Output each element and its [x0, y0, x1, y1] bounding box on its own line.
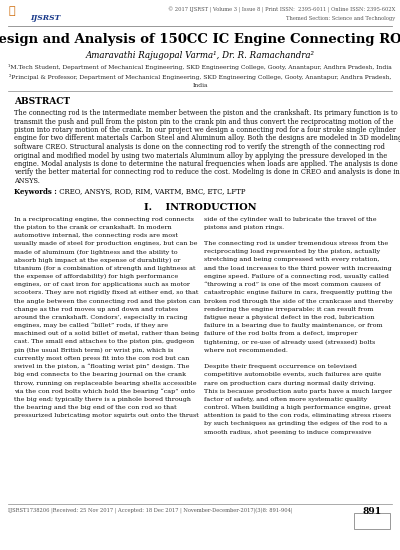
Text: by such techniques as grinding the edges of the rod to a: by such techniques as grinding the edges…: [204, 421, 387, 426]
Text: verify the better material for connecting rod to reduce the cost. Modeling is do: verify the better material for connectin…: [14, 168, 400, 177]
Text: The connecting rod is the intermediate member between the piston and the cranksh: The connecting rod is the intermediate m…: [14, 109, 398, 117]
Text: scooters. They are not rigidly fixed at either end, so that: scooters. They are not rigidly fixed at …: [14, 290, 198, 295]
Text: Themed Section: Science and Technology: Themed Section: Science and Technology: [286, 16, 395, 21]
Text: broken rod through the side of the crankcase and thereby: broken rod through the side of the crank…: [204, 299, 393, 304]
Text: factor of safety, and often more systematic quality: factor of safety, and often more systema…: [204, 397, 367, 402]
Text: 891: 891: [362, 507, 382, 516]
Text: swivel in the piston, a “floating wrist pin” design. The: swivel in the piston, a “floating wrist …: [14, 364, 190, 370]
Text: cast. The small end attaches to the piston pin, gudgeon: cast. The small end attaches to the pist…: [14, 339, 194, 344]
Text: and the load increases to the third power with increasing: and the load increases to the third powe…: [204, 266, 392, 271]
Text: In a reciprocating engine, the connecting rod connects: In a reciprocating engine, the connectin…: [14, 217, 194, 222]
Text: original and modified model by using two materials Aluminum alloy by applying th: original and modified model by using two…: [14, 151, 387, 159]
Text: attention is paid to the con rods, eliminating stress risers: attention is paid to the con rods, elimi…: [204, 413, 391, 419]
Text: ²Principal & Professor, Department of Mechanical Engineering, SKD Engineering Co: ²Principal & Professor, Department of Me…: [9, 74, 391, 80]
Text: the angle between the connecting rod and the piston can: the angle between the connecting rod and…: [14, 299, 200, 304]
Text: ANSYS.: ANSYS.: [14, 177, 40, 185]
Text: Keywords :: Keywords :: [14, 188, 57, 195]
Text: throw, running on replaceable bearing shells accessible: throw, running on replaceable bearing sh…: [14, 381, 197, 386]
Text: © 2017 IJSRST | Volume 3 | Issue 8 | Print ISSN:  2395-6011 | Online ISSN: 2395-: © 2017 IJSRST | Volume 3 | Issue 8 | Pri…: [168, 7, 395, 13]
Text: via the con rod bolts which hold the bearing “cap” onto: via the con rod bolts which hold the bea…: [14, 389, 195, 394]
Text: titanium (for a combination of strength and lightness at: titanium (for a combination of strength …: [14, 266, 196, 271]
Text: This is because production auto parts have a much larger: This is because production auto parts ha…: [204, 389, 392, 394]
Text: piston into rotary motion of the crank. In our project we design a connecting ro: piston into rotary motion of the crank. …: [14, 126, 396, 134]
Text: currently most often press fit into the con rod but can: currently most often press fit into the …: [14, 356, 189, 361]
Text: absorb high impact at the expense of durability) or: absorb high impact at the expense of dur…: [14, 257, 180, 263]
Text: side of the cylinder wall to lubricate the travel of the: side of the cylinder wall to lubricate t…: [204, 217, 377, 222]
Text: tightening, or re-use of already used (stressed) bolts: tightening, or re-use of already used (s…: [204, 339, 375, 345]
Text: the piston to the crank or crankshaft. In modern: the piston to the crank or crankshaft. I…: [14, 225, 172, 230]
Text: change as the rod moves up and down and rotates: change as the rod moves up and down and …: [14, 307, 178, 312]
Text: automotive internal, the connecting rods are most: automotive internal, the connecting rods…: [14, 233, 178, 238]
Text: ABSTRACT: ABSTRACT: [14, 97, 70, 106]
Text: the expense of affordability) for high performance: the expense of affordability) for high p…: [14, 274, 178, 279]
Text: reciprocating load represented by the piston, actually: reciprocating load represented by the pi…: [204, 249, 380, 254]
Text: transmit the push and pull from the piston pin to the crank pin and thus convert: transmit the push and pull from the pist…: [14, 118, 394, 125]
Text: Despite their frequent occurrence on televised: Despite their frequent occurrence on tel…: [204, 364, 357, 369]
Text: around the crankshaft. Condors’, especially in racing: around the crankshaft. Condors’, especia…: [14, 315, 188, 320]
Text: big end connects to the bearing journal on the crank: big end connects to the bearing journal …: [14, 372, 186, 377]
Text: engine for two different materials Carbon Steel and Aluminum alloy. Both the des: engine for two different materials Carbo…: [14, 135, 400, 142]
Text: 🔥: 🔥: [9, 6, 16, 16]
Text: Design and Analysis of 150CC IC Engine Connecting ROD: Design and Analysis of 150CC IC Engine C…: [0, 33, 400, 46]
Text: fatigue near a physical defect in the rod, lubrication: fatigue near a physical defect in the ro…: [204, 315, 374, 320]
Text: Amaravathi Rajugopal Varma¹, Dr. R. Ramachandra²: Amaravathi Rajugopal Varma¹, Dr. R. Rama…: [86, 51, 314, 60]
Text: made of aluminum (for lightness and the ability to: made of aluminum (for lightness and the …: [14, 249, 178, 255]
Text: The connecting rod is under tremendous stress from the: The connecting rod is under tremendous s…: [204, 241, 388, 246]
Text: software CREO. Structural analysis is done on the connecting rod to verify the s: software CREO. Structural analysis is do…: [14, 143, 385, 151]
Text: smooth radius, shot peening to induce compressive: smooth radius, shot peening to induce co…: [204, 430, 372, 434]
Text: pistons and piston rings.: pistons and piston rings.: [204, 225, 284, 230]
Text: rendering the engine irreparable; it can result from: rendering the engine irreparable; it can…: [204, 307, 374, 312]
Text: rare on production cars during normal daily driving.: rare on production cars during normal da…: [204, 381, 376, 386]
Text: the bearing and the big end of the con rod so that: the bearing and the big end of the con r…: [14, 405, 177, 410]
Text: engines, may be called “billet” rods, if they are: engines, may be called “billet” rods, if…: [14, 323, 168, 328]
Text: “throwing a rod” is one of the most common causes of: “throwing a rod” is one of the most comm…: [204, 282, 381, 288]
Text: catastrophic engine failure in cars, frequently putting the: catastrophic engine failure in cars, fre…: [204, 290, 392, 295]
Text: machined out of a solid billet of metal, rather than being: machined out of a solid billet of metal,…: [14, 331, 199, 336]
Text: engines, or of cast iron for applications such as motor: engines, or of cast iron for application…: [14, 282, 190, 287]
Text: India: India: [192, 83, 208, 88]
Text: pin (the usual British term) or wrist pin, which is: pin (the usual British term) or wrist pi…: [14, 348, 173, 353]
Text: where not recommended.: where not recommended.: [204, 348, 288, 353]
Text: failure in a bearing due to faulty maintenance, or from: failure in a bearing due to faulty maint…: [204, 323, 383, 328]
Text: stretching and being compressed with every rotation,: stretching and being compressed with eve…: [204, 257, 380, 262]
Text: IJSRST: IJSRST: [30, 14, 60, 22]
Text: usually made of steel for production engines, but can be: usually made of steel for production eng…: [14, 241, 198, 246]
Text: the big end; typically there is a pinhole bored through: the big end; typically there is a pinhol…: [14, 397, 191, 402]
Text: competitive automobile events, such failures are quite: competitive automobile events, such fail…: [204, 372, 381, 377]
Text: I.    INTRODUCTION: I. INTRODUCTION: [144, 204, 256, 212]
Text: CREO, ANSYS, ROD, RIM, VARTM, BMC, ETC, LFTP: CREO, ANSYS, ROD, RIM, VARTM, BMC, ETC, …: [57, 188, 246, 195]
Text: ¹M.Tech Student, Department of Mechanical Engineering, SKD Engineering College, : ¹M.Tech Student, Department of Mechanica…: [8, 64, 392, 70]
Text: engine. Modal analysis is done to determine the natural frequencies when loads a: engine. Modal analysis is done to determ…: [14, 160, 400, 168]
FancyBboxPatch shape: [354, 513, 390, 529]
Text: control. When building a high performance engine, great: control. When building a high performanc…: [204, 405, 391, 410]
Text: failure of the rod bolts from a defect, improper: failure of the rod bolts from a defect, …: [204, 331, 358, 336]
Text: IJSRST1738206 |Received: 25 Nov 2017 | Accepted: 18 Dec 2017 | November-December: IJSRST1738206 |Received: 25 Nov 2017 | A…: [8, 507, 292, 513]
Text: engine speed. Failure of a connecting rod, usually called: engine speed. Failure of a connecting ro…: [204, 274, 389, 279]
Text: pressurized lubricating motor squirts out onto the thrust: pressurized lubricating motor squirts ou…: [14, 413, 199, 419]
